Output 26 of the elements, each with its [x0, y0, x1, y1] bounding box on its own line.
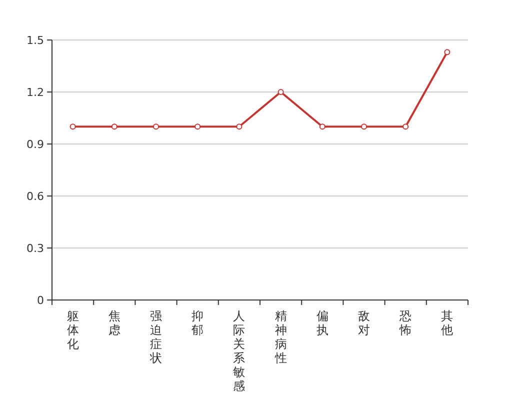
y-tick-label: 0 — [37, 294, 44, 307]
x-tick-label: 偏执 — [316, 309, 328, 337]
y-tick-label: 0.9 — [26, 138, 44, 151]
x-tick-label: 躯体化 — [66, 309, 79, 351]
y-tick-label: 1.5 — [26, 34, 44, 47]
x-tick-label: 抑郁 — [192, 309, 204, 337]
point — [153, 124, 159, 130]
y-tick-label: 0.3 — [26, 242, 44, 255]
point — [236, 124, 242, 130]
x-tick-label: 精神病性 — [274, 309, 287, 365]
x-tick-label: 其他 — [441, 309, 454, 337]
x-tick-label: 焦虑 — [108, 309, 120, 337]
y-tick-label: 1.2 — [26, 86, 44, 99]
x-tick-label: 恐怖 — [398, 309, 412, 337]
point — [444, 49, 450, 56]
point — [319, 124, 326, 130]
x-tick-label: 强迫症状 — [149, 309, 162, 365]
point — [278, 89, 284, 95]
y-tick-label: 0.6 — [26, 190, 44, 203]
point — [70, 124, 76, 130]
x-tick-label: 敌对 — [358, 309, 370, 337]
point — [402, 124, 409, 130]
point — [194, 124, 201, 130]
point — [111, 124, 118, 130]
x-tick-label: 人际关系敏感 — [233, 309, 246, 393]
point — [361, 124, 367, 130]
